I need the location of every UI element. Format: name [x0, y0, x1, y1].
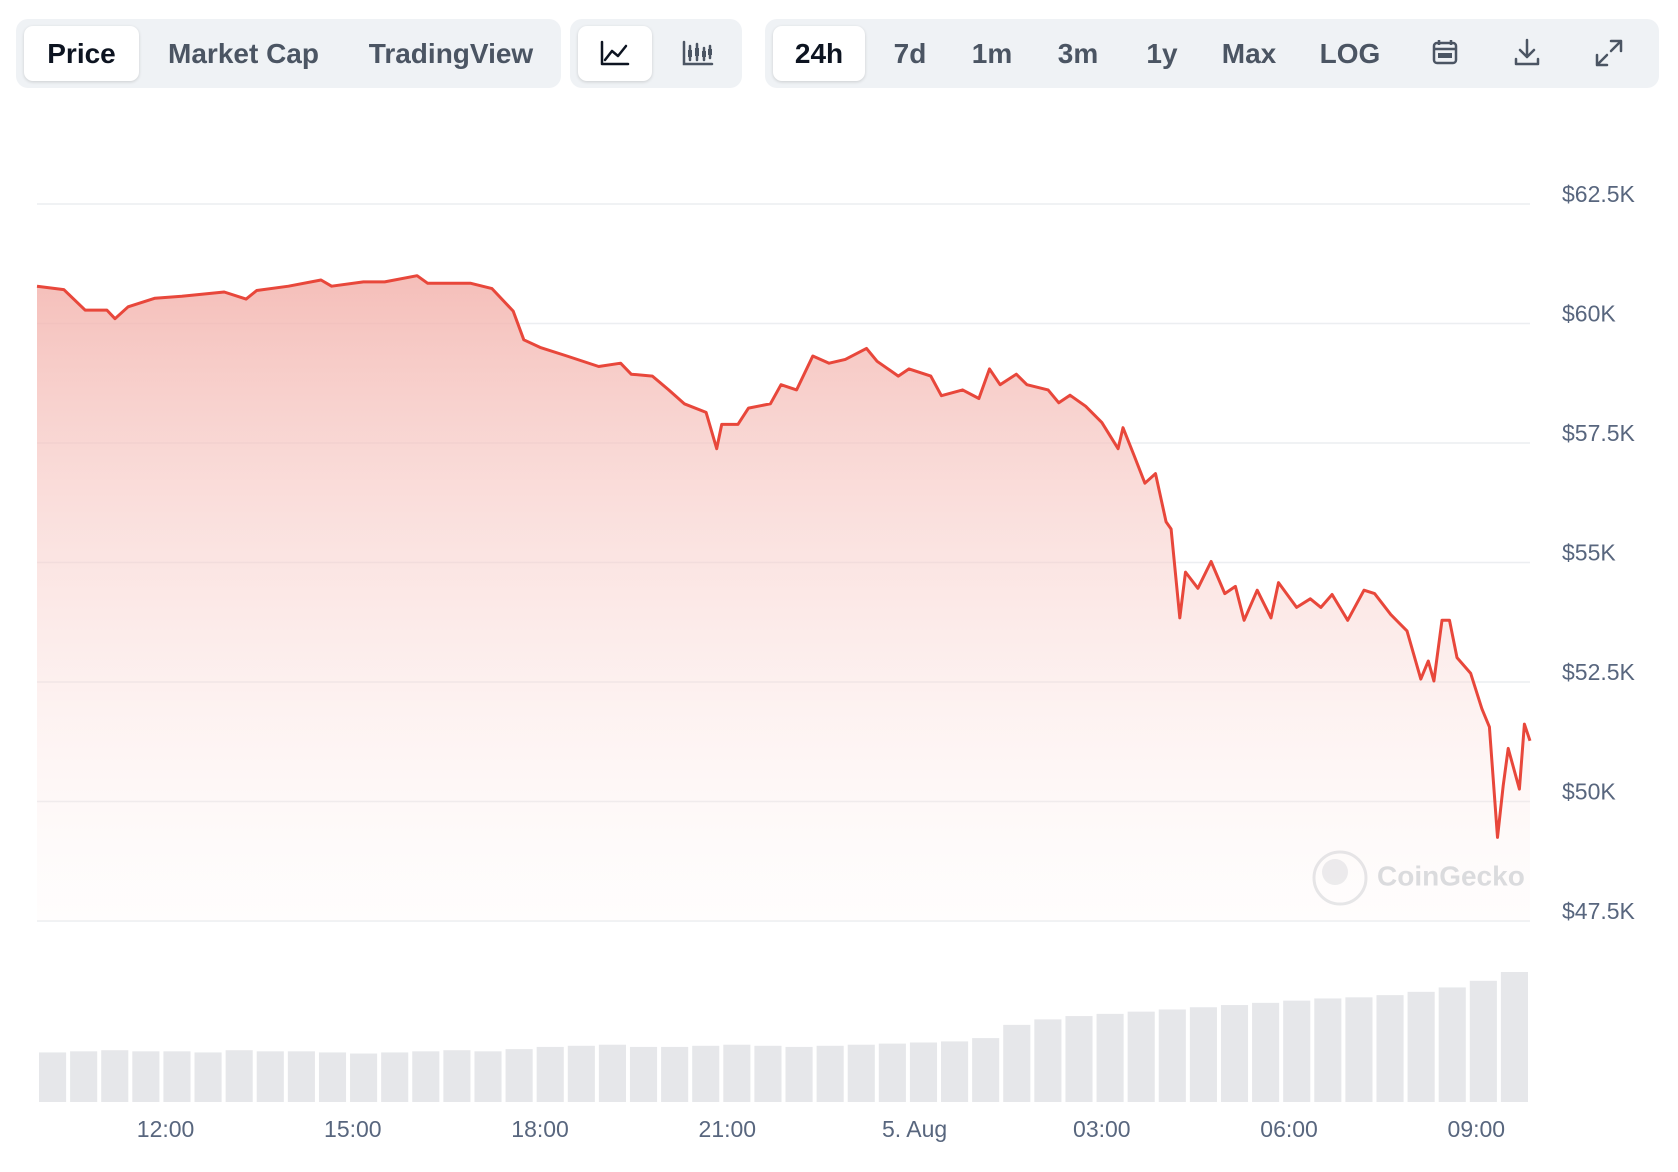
volume-bar [1158, 1009, 1186, 1102]
y-tick-label: $60K [1562, 301, 1616, 327]
volume-bar [225, 1050, 253, 1102]
x-tick-label: 03:00 [1073, 1116, 1131, 1142]
download-button[interactable] [1507, 33, 1547, 73]
volume-bar [1314, 998, 1342, 1102]
volume-bar [70, 1051, 98, 1102]
volume-bar [318, 1052, 347, 1102]
volume-bar [1252, 1002, 1280, 1102]
range-3m[interactable]: 3m [1057, 38, 1099, 69]
y-tick-label: $55K [1562, 540, 1616, 566]
range-1m[interactable]: 1m [971, 38, 1013, 69]
volume-bar [785, 1046, 813, 1102]
range-max[interactable]: Max [1221, 38, 1277, 69]
y-tick-label: $52.5K [1562, 659, 1636, 685]
volume-bar [256, 1051, 284, 1102]
tab-price[interactable]: Price [24, 26, 139, 81]
chart-style-group [570, 19, 742, 88]
volume-bar [443, 1050, 471, 1102]
x-tick-label: 18:00 [511, 1116, 569, 1142]
volume-bar [847, 1044, 875, 1102]
tab-tradingview[interactable]: TradingView [368, 38, 534, 69]
volume-bar [723, 1044, 751, 1102]
tab-market-cap[interactable]: Market Cap [168, 38, 319, 69]
volume-bar [1345, 997, 1373, 1102]
x-tick-label: 12:00 [137, 1116, 195, 1142]
x-tick-label: 15:00 [324, 1116, 382, 1142]
x-tick-label: 21:00 [699, 1116, 757, 1142]
volume-bar [816, 1045, 844, 1102]
x-tick-label: 09:00 [1448, 1116, 1506, 1142]
log-toggle[interactable]: LOG [1319, 38, 1381, 69]
volume-bar [163, 1051, 191, 1102]
calendar-button[interactable] [1425, 33, 1465, 73]
watermark: CoinGecko [1312, 850, 1525, 906]
price-area [37, 275, 1530, 921]
volume-bar [101, 1050, 129, 1102]
volume-bar [1189, 1007, 1217, 1102]
volume-bar [909, 1042, 938, 1102]
volume-bar [754, 1045, 782, 1102]
volume-bar [536, 1046, 564, 1102]
volume-bar [972, 1038, 1000, 1102]
range-group: 24h 7d 1m 3m 1y Max LOG [765, 19, 1659, 88]
y-tick-label: $57.5K [1562, 420, 1636, 446]
volume-bar [1500, 972, 1528, 1102]
volume-bar [194, 1052, 222, 1102]
volume-bar [1407, 991, 1435, 1102]
volume-bar [412, 1051, 440, 1102]
volume-bar [1127, 1011, 1155, 1102]
fullscreen-button[interactable] [1589, 33, 1629, 73]
line-icon [600, 40, 630, 66]
volume-bar [661, 1046, 689, 1102]
volume-bar [1220, 1005, 1249, 1102]
volume-bar [598, 1044, 626, 1102]
volume-bar [629, 1046, 658, 1102]
volume-bar [350, 1053, 378, 1102]
y-tick-label: $50K [1562, 779, 1616, 805]
y-tick-label: $47.5K [1562, 898, 1636, 924]
volume-bar [1003, 1024, 1031, 1102]
range-1y[interactable]: 1y [1146, 38, 1178, 69]
volume-bar [1469, 980, 1497, 1102]
price-line [36, 274, 1532, 839]
volume-bar [474, 1051, 502, 1102]
volume-bar [1376, 995, 1404, 1102]
candle-icon [682, 40, 714, 66]
x-tick-label: 5. Aug [882, 1116, 947, 1142]
view-tabs: Price Market Cap TradingView [16, 19, 561, 88]
volume-bar [1438, 987, 1466, 1102]
volume-bar [878, 1043, 906, 1102]
volume-bar [505, 1049, 533, 1102]
volume-bar [132, 1051, 160, 1102]
volume-bar [567, 1045, 595, 1102]
volume-bar [1096, 1013, 1124, 1102]
volume-bar [287, 1051, 315, 1102]
watermark-text: CoinGecko [1377, 860, 1525, 891]
chart: $62.5K $60K $57.5K $55K $52.5K $50K $47.5K 12:0… [36, 181, 1636, 1142]
range-7d[interactable]: 7d [893, 38, 927, 69]
x-tick-label: 06:00 [1260, 1116, 1318, 1142]
line-chart-button[interactable] [578, 26, 652, 81]
volume-bar [692, 1045, 720, 1102]
volume-bar [1283, 1000, 1311, 1102]
volume-bar [941, 1041, 969, 1102]
volume-bar [1065, 1016, 1093, 1102]
candle-chart-button[interactable] [660, 26, 734, 81]
y-tick-label: $62.5K [1562, 181, 1636, 207]
volume-bar [381, 1052, 409, 1102]
volume-bar [39, 1052, 67, 1102]
range-24h[interactable]: 24h [773, 26, 865, 81]
volume-bar [1034, 1019, 1062, 1102]
